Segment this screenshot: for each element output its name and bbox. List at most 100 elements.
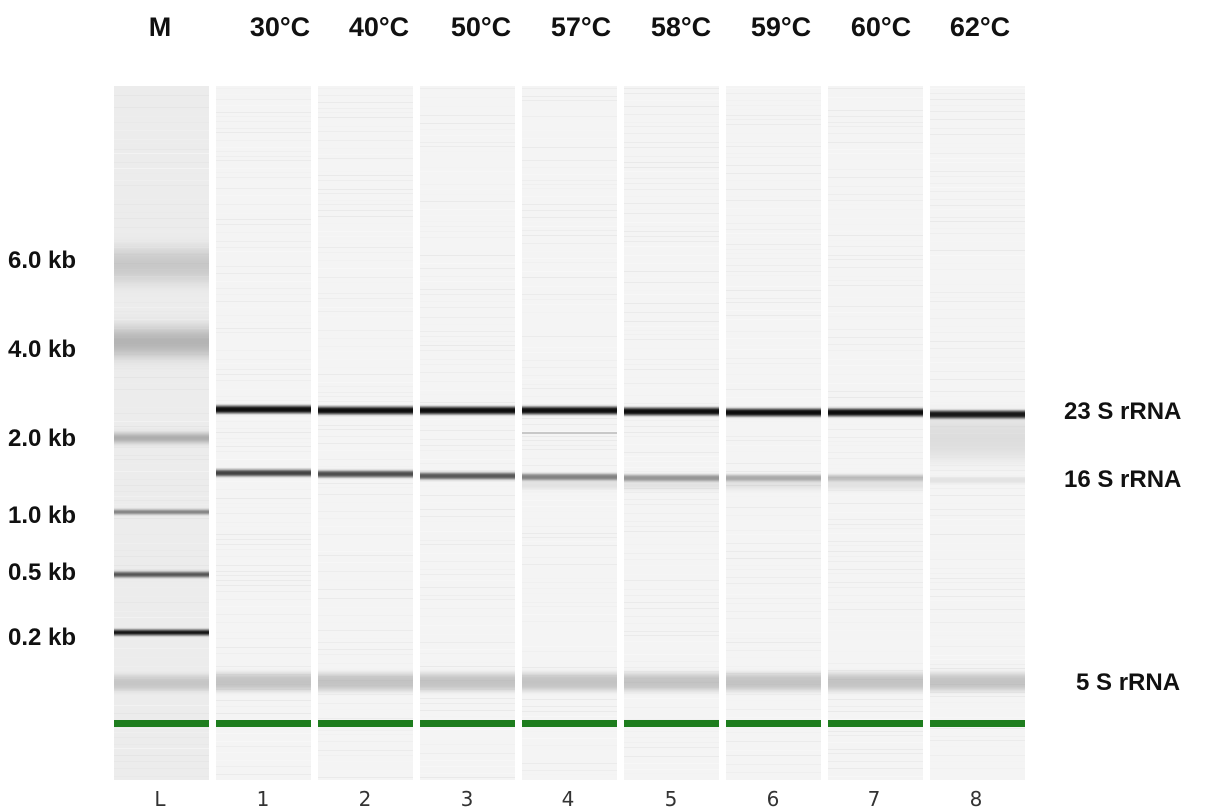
lane-striation [624,742,719,743]
lane-striation [828,397,923,398]
lane-striation [420,263,515,264]
lane-striation [318,88,413,89]
lane-striation [624,213,719,214]
lane-striation [726,666,821,667]
band-16s-lane-3 [420,473,515,479]
lane-striation [624,330,719,331]
lane-striation [318,108,413,109]
lane-striation [318,594,413,595]
lane-striation [726,249,821,250]
lane-striation [624,623,719,624]
lane-striation [522,629,617,630]
lane-striation [930,568,1025,569]
lane-striation [930,245,1025,246]
lane-striation [726,496,821,497]
lane-striation [522,646,617,647]
lane-striation [624,93,719,94]
lane-striation [624,231,719,232]
band-16s-shadow-lane-6 [726,482,821,488]
lane-striation [828,255,923,256]
lane-striation [522,557,617,558]
lane-striation [420,226,515,227]
lane-striation [216,396,311,397]
lane-striation [114,455,209,456]
lane-striation [624,707,719,708]
lane-striation [624,348,719,349]
lane-striation [828,545,923,546]
lane-striation [420,521,515,522]
lane-striation [624,171,719,172]
lane-striation [522,251,617,252]
band-23s-lane-4 [522,407,617,414]
lane-striation [930,761,1025,762]
lane-striation [624,602,719,603]
lane-striation [726,650,821,651]
lane-striation [930,176,1025,177]
lane-striation [114,748,209,749]
lane-striation [318,293,413,294]
lane-striation [420,221,515,222]
lane-7 [828,86,923,780]
lane-striation [114,768,209,769]
lane-striation [828,259,923,260]
lane-striation [216,706,311,707]
lane-striation [114,426,209,427]
lane-striation [624,737,719,738]
lane-striation [828,512,923,513]
lane-striation [828,495,923,496]
lane-striation [828,359,923,360]
lane-striation [726,331,821,332]
lane-striation [114,149,209,150]
lane-striation [522,774,617,775]
ladder-labels: 6.0 kb 4.0 kb 2.0 kb 1.0 kb 0.5 kb 0.2 k… [8,247,76,651]
lane-striation [726,271,821,272]
lane-striation [828,122,923,123]
lane-striation [522,243,617,244]
lane-striation [624,189,719,190]
lane-striation [420,394,515,395]
lane-striation [624,277,719,278]
lane-striation [624,156,719,157]
lane-striation [726,286,821,287]
lane-striation [114,657,209,658]
lane-striation [216,459,311,460]
lane-striation [216,112,311,113]
lane-striation [828,316,923,317]
lane-id-1: 1 [257,787,270,810]
lane-striation [624,549,719,550]
lane-striation [828,209,923,210]
lane-striation [930,153,1025,154]
lane-striation [624,133,719,134]
lane-striation [420,135,515,136]
lane-striation [624,403,719,404]
lane-striation [216,172,311,173]
lane-header-2: 40°C [349,12,409,42]
lane-striation [726,594,821,595]
lane-striation [114,421,209,422]
lane-striation [216,451,311,452]
lane-striation [726,657,821,658]
lane-striation [420,744,515,745]
lane-striation [318,282,413,283]
lane-striation [930,736,1025,737]
lane-striation [216,204,311,205]
lane-striation [216,522,311,523]
lane-striation [726,530,821,531]
lane-striation [930,503,1025,504]
lane-striation [114,699,209,700]
lane-striation [624,126,719,127]
lane-striation [522,204,617,205]
lane-striation [726,515,821,516]
lane-striation [216,752,311,753]
lane-striation [726,374,821,375]
lane-striation [726,471,821,472]
bands-layer [114,250,1025,727]
lane-striation [522,537,617,538]
lane-striation [318,325,413,326]
lane-striation [726,196,821,197]
lane-striation [930,534,1025,535]
lane-striation [216,88,311,89]
lane-striation [522,404,617,405]
lane-striation [930,696,1025,697]
